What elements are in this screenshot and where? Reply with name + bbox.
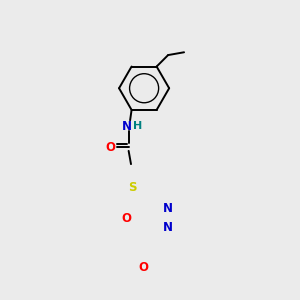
Text: N: N	[163, 202, 173, 215]
Text: N: N	[163, 221, 173, 234]
Text: N: N	[122, 120, 132, 133]
Text: O: O	[138, 261, 148, 274]
Text: S: S	[128, 181, 136, 194]
Text: O: O	[105, 141, 116, 154]
Text: H: H	[134, 121, 143, 131]
Text: O: O	[121, 212, 131, 225]
